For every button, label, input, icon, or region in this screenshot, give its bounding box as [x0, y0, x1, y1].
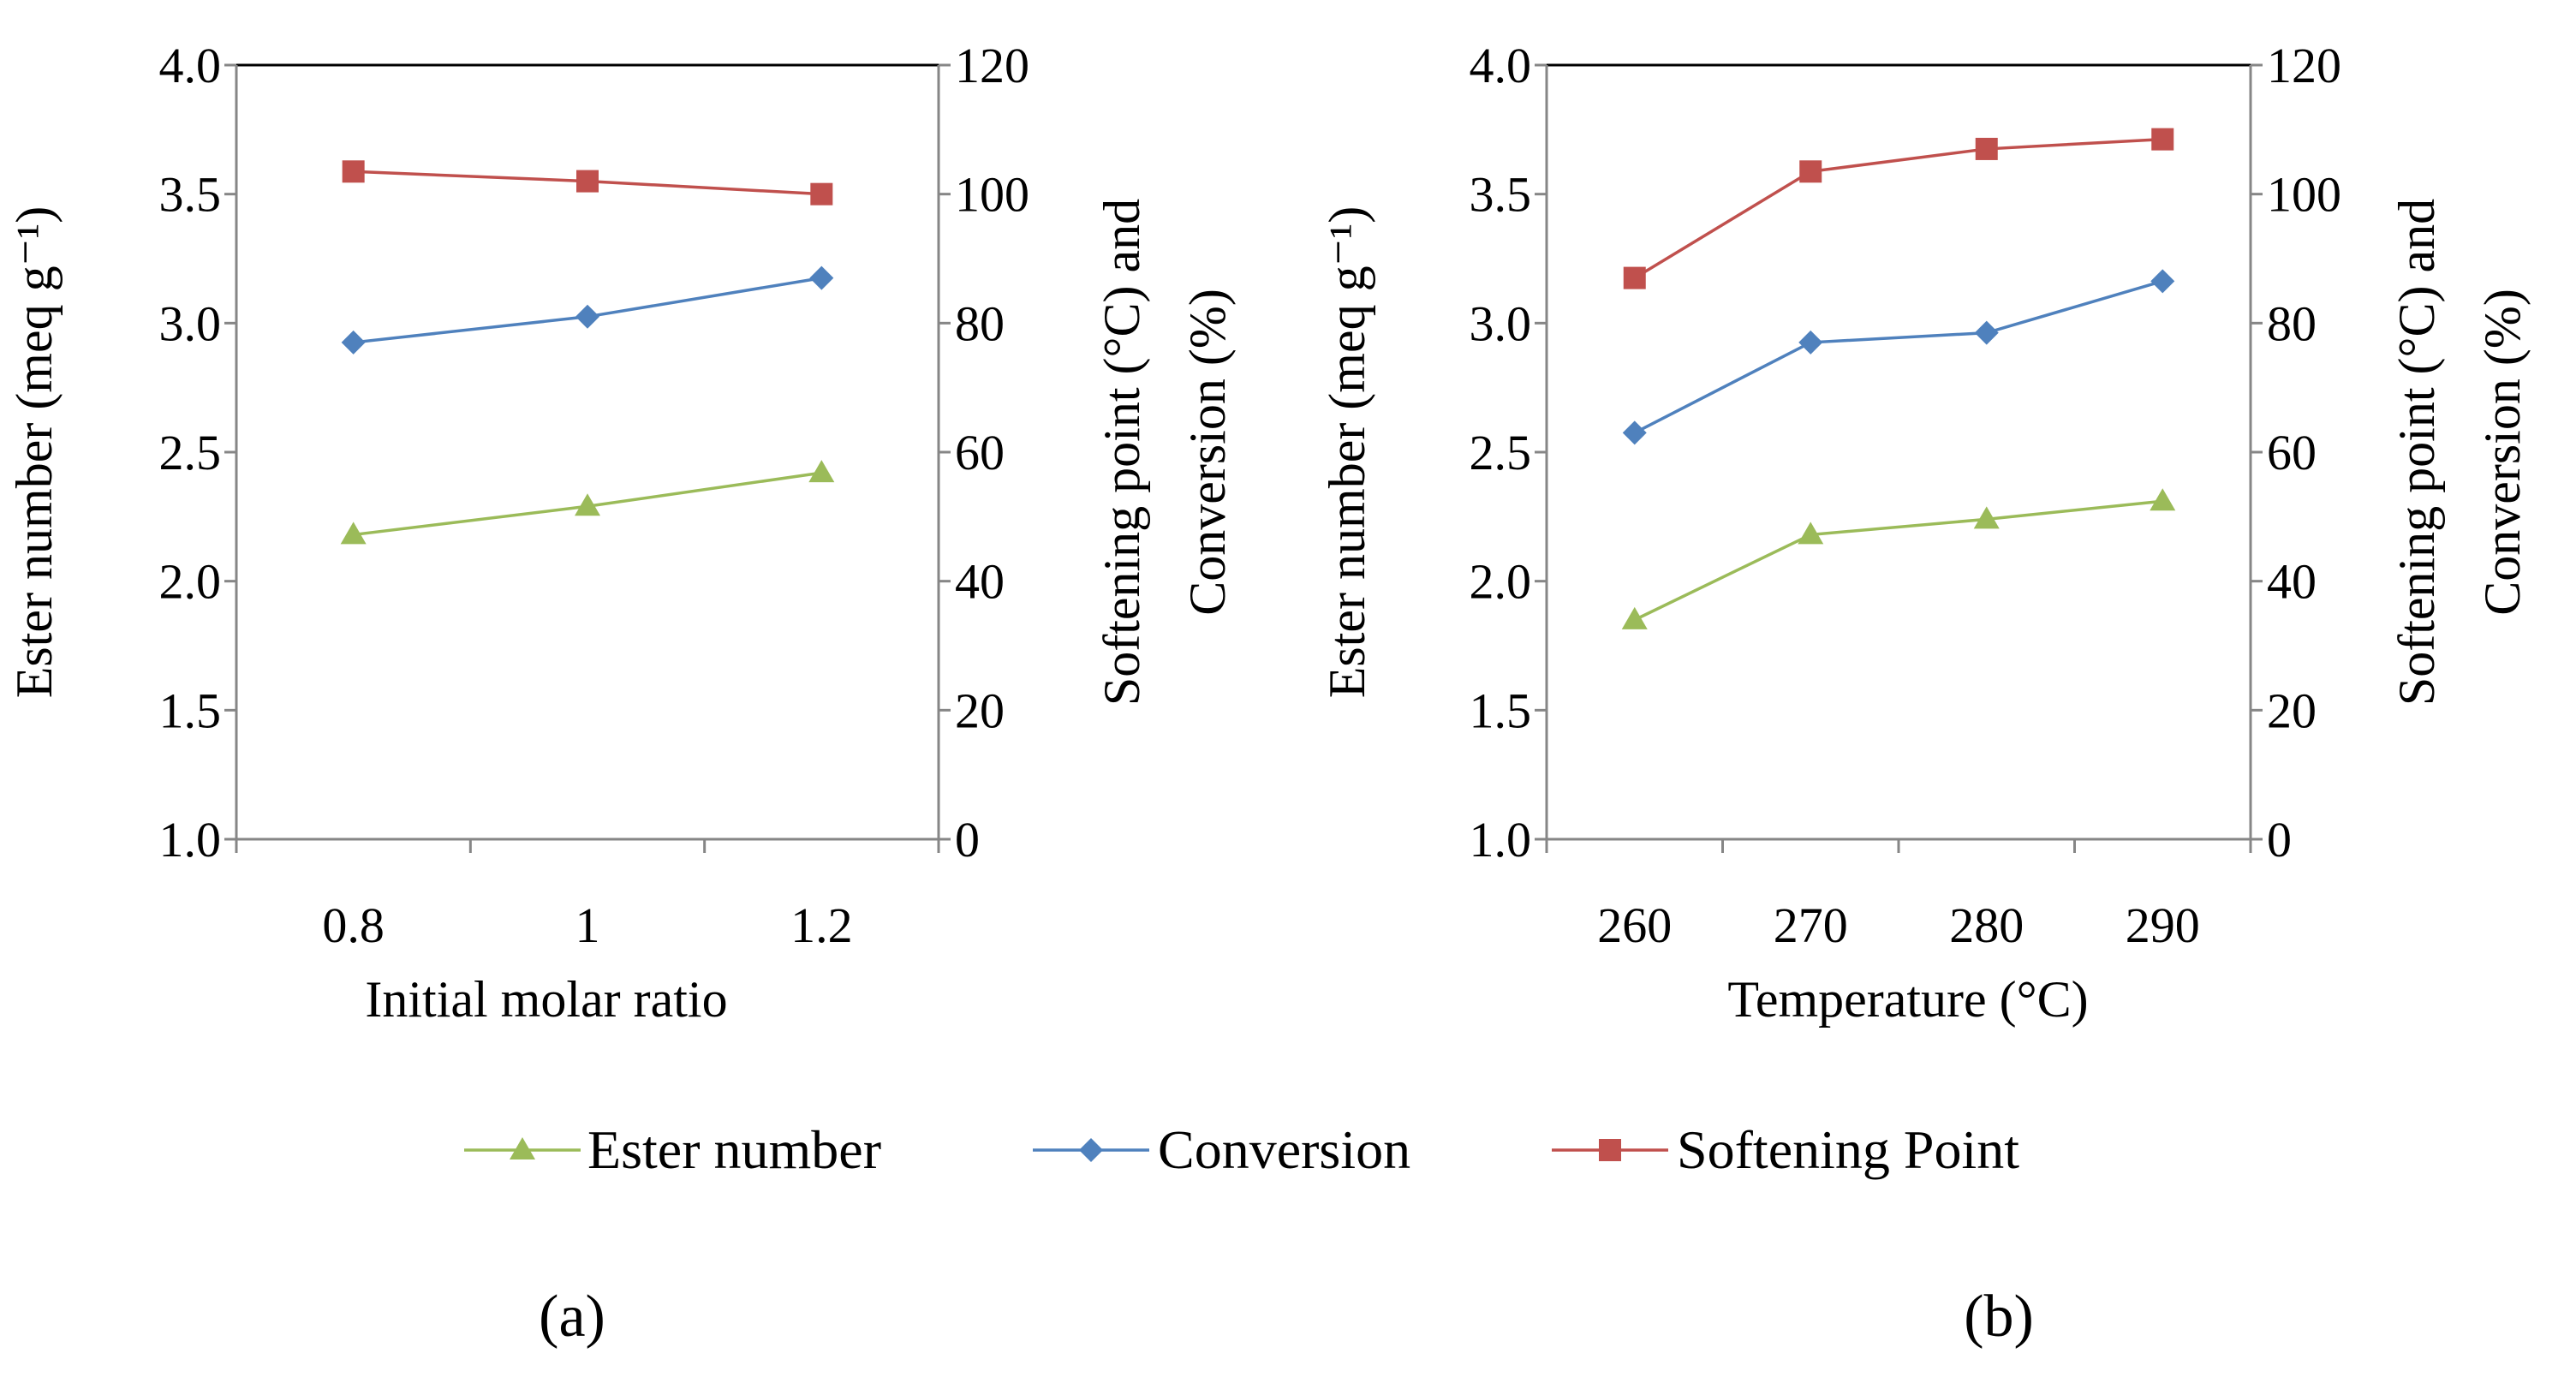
data-point-ester-number [1973, 506, 2000, 529]
right-y-tick-label: 120 [955, 38, 1029, 93]
right-y-tick-label: 100 [2267, 167, 2341, 223]
data-point-softening-point [576, 170, 599, 193]
data-point-conversion [1798, 330, 1823, 355]
left-y-tick-label: 1.0 [159, 812, 222, 867]
data-point-softening-point [342, 160, 365, 183]
left-y-tick-label: 2.5 [159, 425, 222, 480]
data-point-ester-number [575, 493, 600, 516]
legend-item-conversion: Conversion [1033, 1119, 1410, 1180]
data-point-softening-point [2151, 128, 2174, 151]
left-y-tick-label: 3.0 [159, 295, 222, 351]
legend: Ester number Conversion Softening Point [464, 1119, 2019, 1180]
right-y-tick-label: 20 [955, 683, 1005, 738]
data-point-conversion [809, 265, 834, 290]
data-point-conversion [341, 330, 366, 355]
right-y-tick-label: 40 [955, 554, 1005, 610]
legend-label: Conversion [1158, 1119, 1410, 1180]
left-y-tick-label: 1.5 [1470, 683, 1532, 738]
left-y-tick-label: 1.5 [159, 683, 222, 738]
data-point-ester-number [340, 522, 367, 545]
left-y-tick-label: 1.0 [1470, 812, 1532, 867]
legend-label: Ester number [587, 1119, 881, 1180]
right-y-axis-title-line2: Conversion (%) [1179, 289, 1236, 616]
right-y-tick-label: 20 [2267, 683, 2317, 738]
legend-item-softening-point: Softening Point [1552, 1119, 2019, 1180]
legend-marker [1079, 1138, 1103, 1162]
right-y-axis-title-line1: Softening point (°C) and [1094, 199, 1150, 706]
left-y-tick-label: 4.0 [159, 38, 222, 93]
right-y-tick-label: 60 [2267, 425, 2317, 480]
x-axis-title: Temperature (°C) [1727, 971, 2088, 1028]
x-tick-label: 0.8 [322, 897, 385, 953]
left-y-tick-label: 3.0 [1470, 295, 1532, 351]
left-y-tick-label: 2.5 [1470, 425, 1532, 480]
data-point-ester-number [808, 460, 835, 483]
x-tick-label: 1.2 [790, 897, 853, 953]
data-point-softening-point [1975, 137, 1998, 160]
left-y-tick-label: 3.5 [1470, 167, 1532, 223]
data-point-conversion [2150, 269, 2175, 294]
chart-panel-b: 1.0 1.5 2.0 2.5 3.0 3.5 4.0 0 20 40 60 80 100 120 260 2… [1319, 38, 2531, 1350]
x-tick-label: 290 [2126, 897, 2200, 953]
panel-label: (b) [1964, 1284, 2034, 1350]
right-y-axis-title-line2: Conversion (%) [2474, 289, 2531, 616]
right-y-tick-label: 80 [955, 295, 1005, 351]
left-y-tick-label: 3.5 [159, 167, 222, 223]
legend-marker [510, 1137, 535, 1159]
left-y-tick-label: 2.0 [1470, 554, 1532, 610]
left-y-axis-title: Ester number (meq g⁻¹) [1319, 206, 1375, 698]
x-tick-label: 1 [575, 897, 600, 953]
data-point-ester-number [1798, 522, 1824, 545]
legend-label: Softening Point [1677, 1119, 2019, 1180]
left-y-tick-label: 2.0 [159, 554, 222, 610]
data-point-conversion [1974, 320, 1999, 345]
left-y-axis-title: Ester number (meq g⁻¹) [6, 206, 63, 698]
legend-marker [1599, 1139, 1621, 1161]
x-tick-label: 280 [1949, 897, 2024, 953]
panel-label: (a) [539, 1284, 605, 1350]
right-y-tick-label: 120 [2267, 38, 2341, 93]
right-y-tick-label: 80 [2267, 295, 2317, 351]
x-tick-label: 270 [1774, 897, 1848, 953]
right-y-tick-label: 60 [955, 425, 1005, 480]
data-point-conversion [575, 304, 599, 329]
series-line-ester-number [1633, 499, 2163, 622]
right-y-tick-label: 100 [955, 167, 1029, 223]
chart-panel-a: 1.0 1.5 2.0 2.5 3.0 3.5 4.0 0 20 40 60 80 100 120 0.8 1… [6, 38, 1236, 1350]
data-point-softening-point [1623, 266, 1646, 289]
x-axis-title: Initial molar ratio [365, 971, 727, 1028]
series-line-softening-point [1633, 137, 2163, 280]
data-point-ester-number [2150, 488, 2176, 511]
right-y-tick-label: 40 [2267, 554, 2317, 610]
left-y-tick-label: 4.0 [1470, 38, 1532, 93]
right-y-axis-title-line1: Softening point (°C) and [2388, 199, 2445, 706]
right-y-tick-label: 0 [955, 812, 980, 867]
legend-item-ester-number: Ester number [464, 1119, 881, 1180]
data-point-conversion [1622, 420, 1647, 445]
series-line-conversion [1633, 279, 2163, 434]
x-tick-label: 260 [1597, 897, 1672, 953]
data-point-softening-point [810, 182, 833, 206]
right-y-tick-label: 0 [2267, 812, 2292, 867]
data-point-softening-point [1799, 160, 1822, 183]
data-point-ester-number [1621, 606, 1648, 629]
